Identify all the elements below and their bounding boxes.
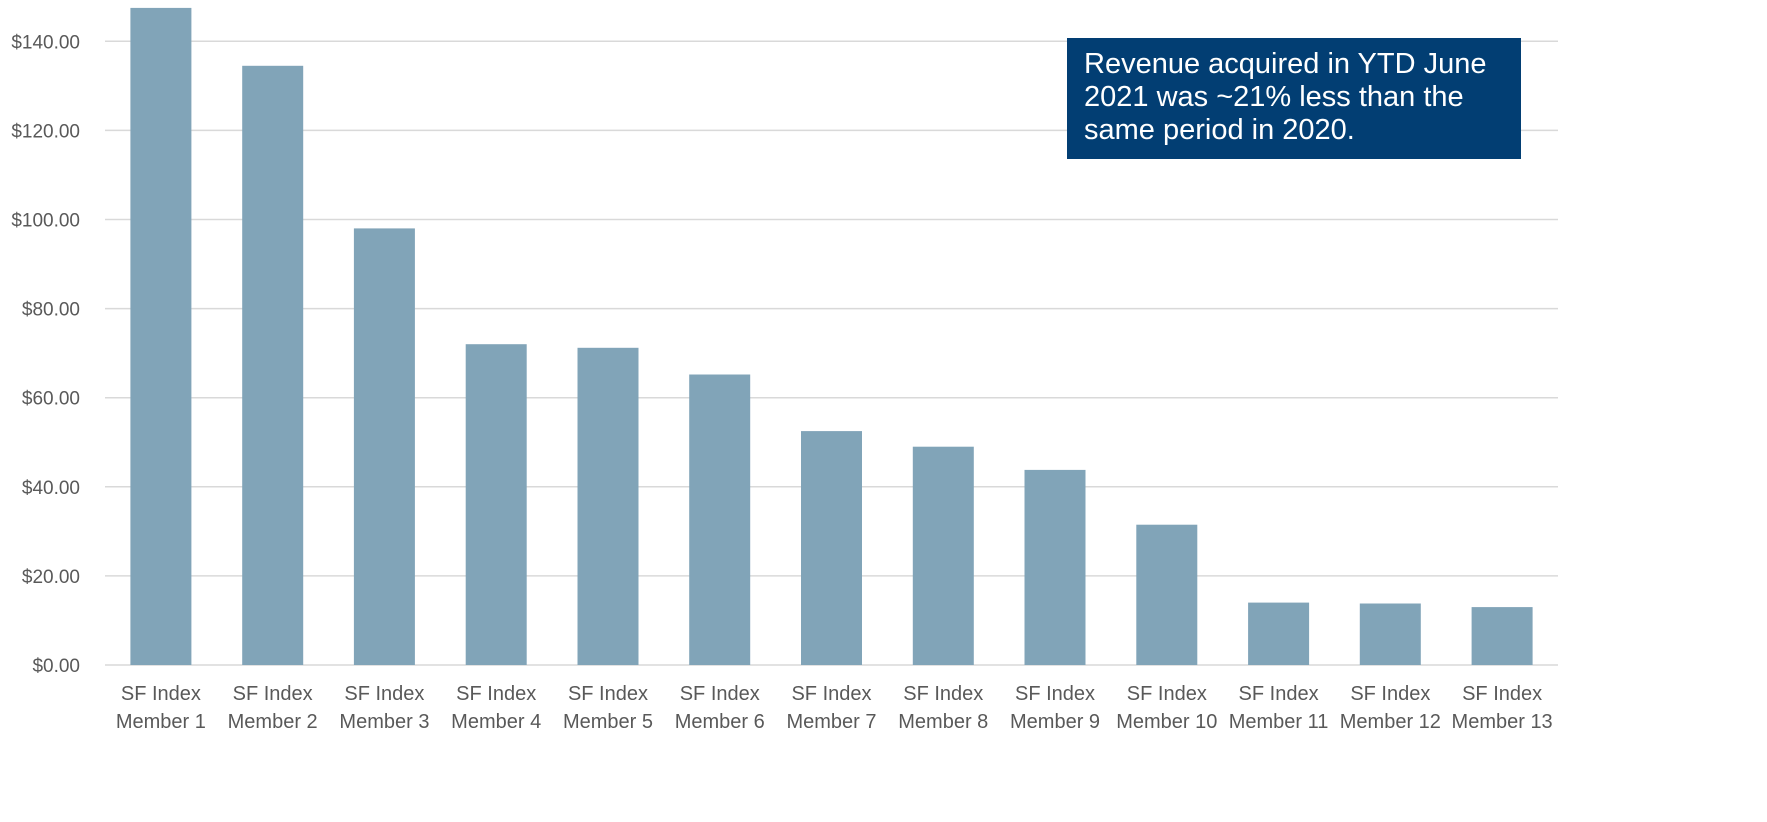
x-tick-label: SF Index Member 8 xyxy=(898,683,988,733)
x-tick-label: SF Index Member 4 xyxy=(451,683,541,733)
x-tick-label-line: SF Index xyxy=(1462,683,1542,705)
x-tick-label-line: SF Index xyxy=(1350,683,1430,705)
bar xyxy=(1359,603,1421,665)
bar xyxy=(465,344,527,665)
y-tick-label: $60.00 xyxy=(22,389,80,410)
annotation-callout: Revenue acquired in YTD June 2021 was ~2… xyxy=(1067,38,1521,159)
y-tick-label: $40.00 xyxy=(22,478,80,499)
x-tick-label-line: SF Index xyxy=(344,683,424,705)
x-tick-label: SF Index Member 11 xyxy=(1229,683,1329,733)
bar xyxy=(353,228,415,665)
x-tick-label-line: Member 4 xyxy=(451,711,541,733)
x-tick-label-line: SF Index xyxy=(1015,683,1095,705)
bar xyxy=(130,7,192,665)
bar xyxy=(1471,607,1533,665)
x-tick-label-line: SF Index xyxy=(456,683,536,705)
y-tick-label: $20.00 xyxy=(22,567,80,588)
x-tick-label-line: Member 8 xyxy=(898,711,988,733)
x-tick-label: SF Index Member 13 xyxy=(1452,683,1553,733)
x-tick-label-line: SF Index xyxy=(903,683,983,705)
x-tick-label-line: SF Index xyxy=(568,683,648,705)
y-tick-label: $0.00 xyxy=(32,656,80,677)
bar xyxy=(1024,469,1086,665)
x-tick-label: SF Index Member 5 xyxy=(563,683,653,733)
bar xyxy=(242,65,304,666)
x-tick-label-line: Member 1 xyxy=(116,711,206,733)
x-tick-label: SF Index Member 9 xyxy=(1010,683,1100,733)
bar xyxy=(577,347,639,665)
y-tick-label: $100.00 xyxy=(11,211,80,232)
x-tick-label: SF Index Member 10 xyxy=(1116,683,1217,733)
x-tick-label-line: SF Index xyxy=(1239,683,1319,705)
x-tick-label: SF Index Member 2 xyxy=(228,683,318,733)
bar xyxy=(1136,524,1198,665)
x-tick-label-line: Member 2 xyxy=(228,711,318,733)
x-tick-label: SF Index Member 1 xyxy=(116,683,206,733)
bar xyxy=(912,446,974,665)
x-tick-label-line: Member 3 xyxy=(339,711,429,733)
x-tick-label-line: Member 12 xyxy=(1340,711,1441,733)
x-tick-label: SF Index Member 7 xyxy=(786,683,876,733)
x-tick-label-line: Member 10 xyxy=(1116,711,1217,733)
x-tick-label-line: Member 11 xyxy=(1229,711,1329,733)
bar xyxy=(1248,602,1310,665)
x-tick-label: SF Index Member 12 xyxy=(1340,683,1441,733)
x-tick-label-line: Member 13 xyxy=(1452,711,1553,733)
x-tick-label-line: Member 7 xyxy=(786,711,876,733)
x-tick-label: SF Index Member 3 xyxy=(339,683,429,733)
x-tick-label-line: Member 6 xyxy=(675,711,765,733)
x-tick-label-line: SF Index xyxy=(680,683,760,705)
x-tick-label-line: Member 5 xyxy=(563,711,653,733)
x-tick-label-line: SF Index xyxy=(233,683,313,705)
x-tick-label-line: SF Index xyxy=(121,683,201,705)
y-tick-label: $80.00 xyxy=(22,300,80,321)
x-tick-label-line: SF Index xyxy=(791,683,871,705)
y-tick-label: $140.00 xyxy=(11,32,80,53)
y-tick-label: $120.00 xyxy=(11,121,80,142)
x-tick-label-line: SF Index xyxy=(1127,683,1207,705)
x-tick-label-line: Member 9 xyxy=(1010,711,1100,733)
bar xyxy=(801,431,862,665)
bar xyxy=(689,374,751,665)
x-tick-label: SF Index Member 6 xyxy=(675,683,765,733)
